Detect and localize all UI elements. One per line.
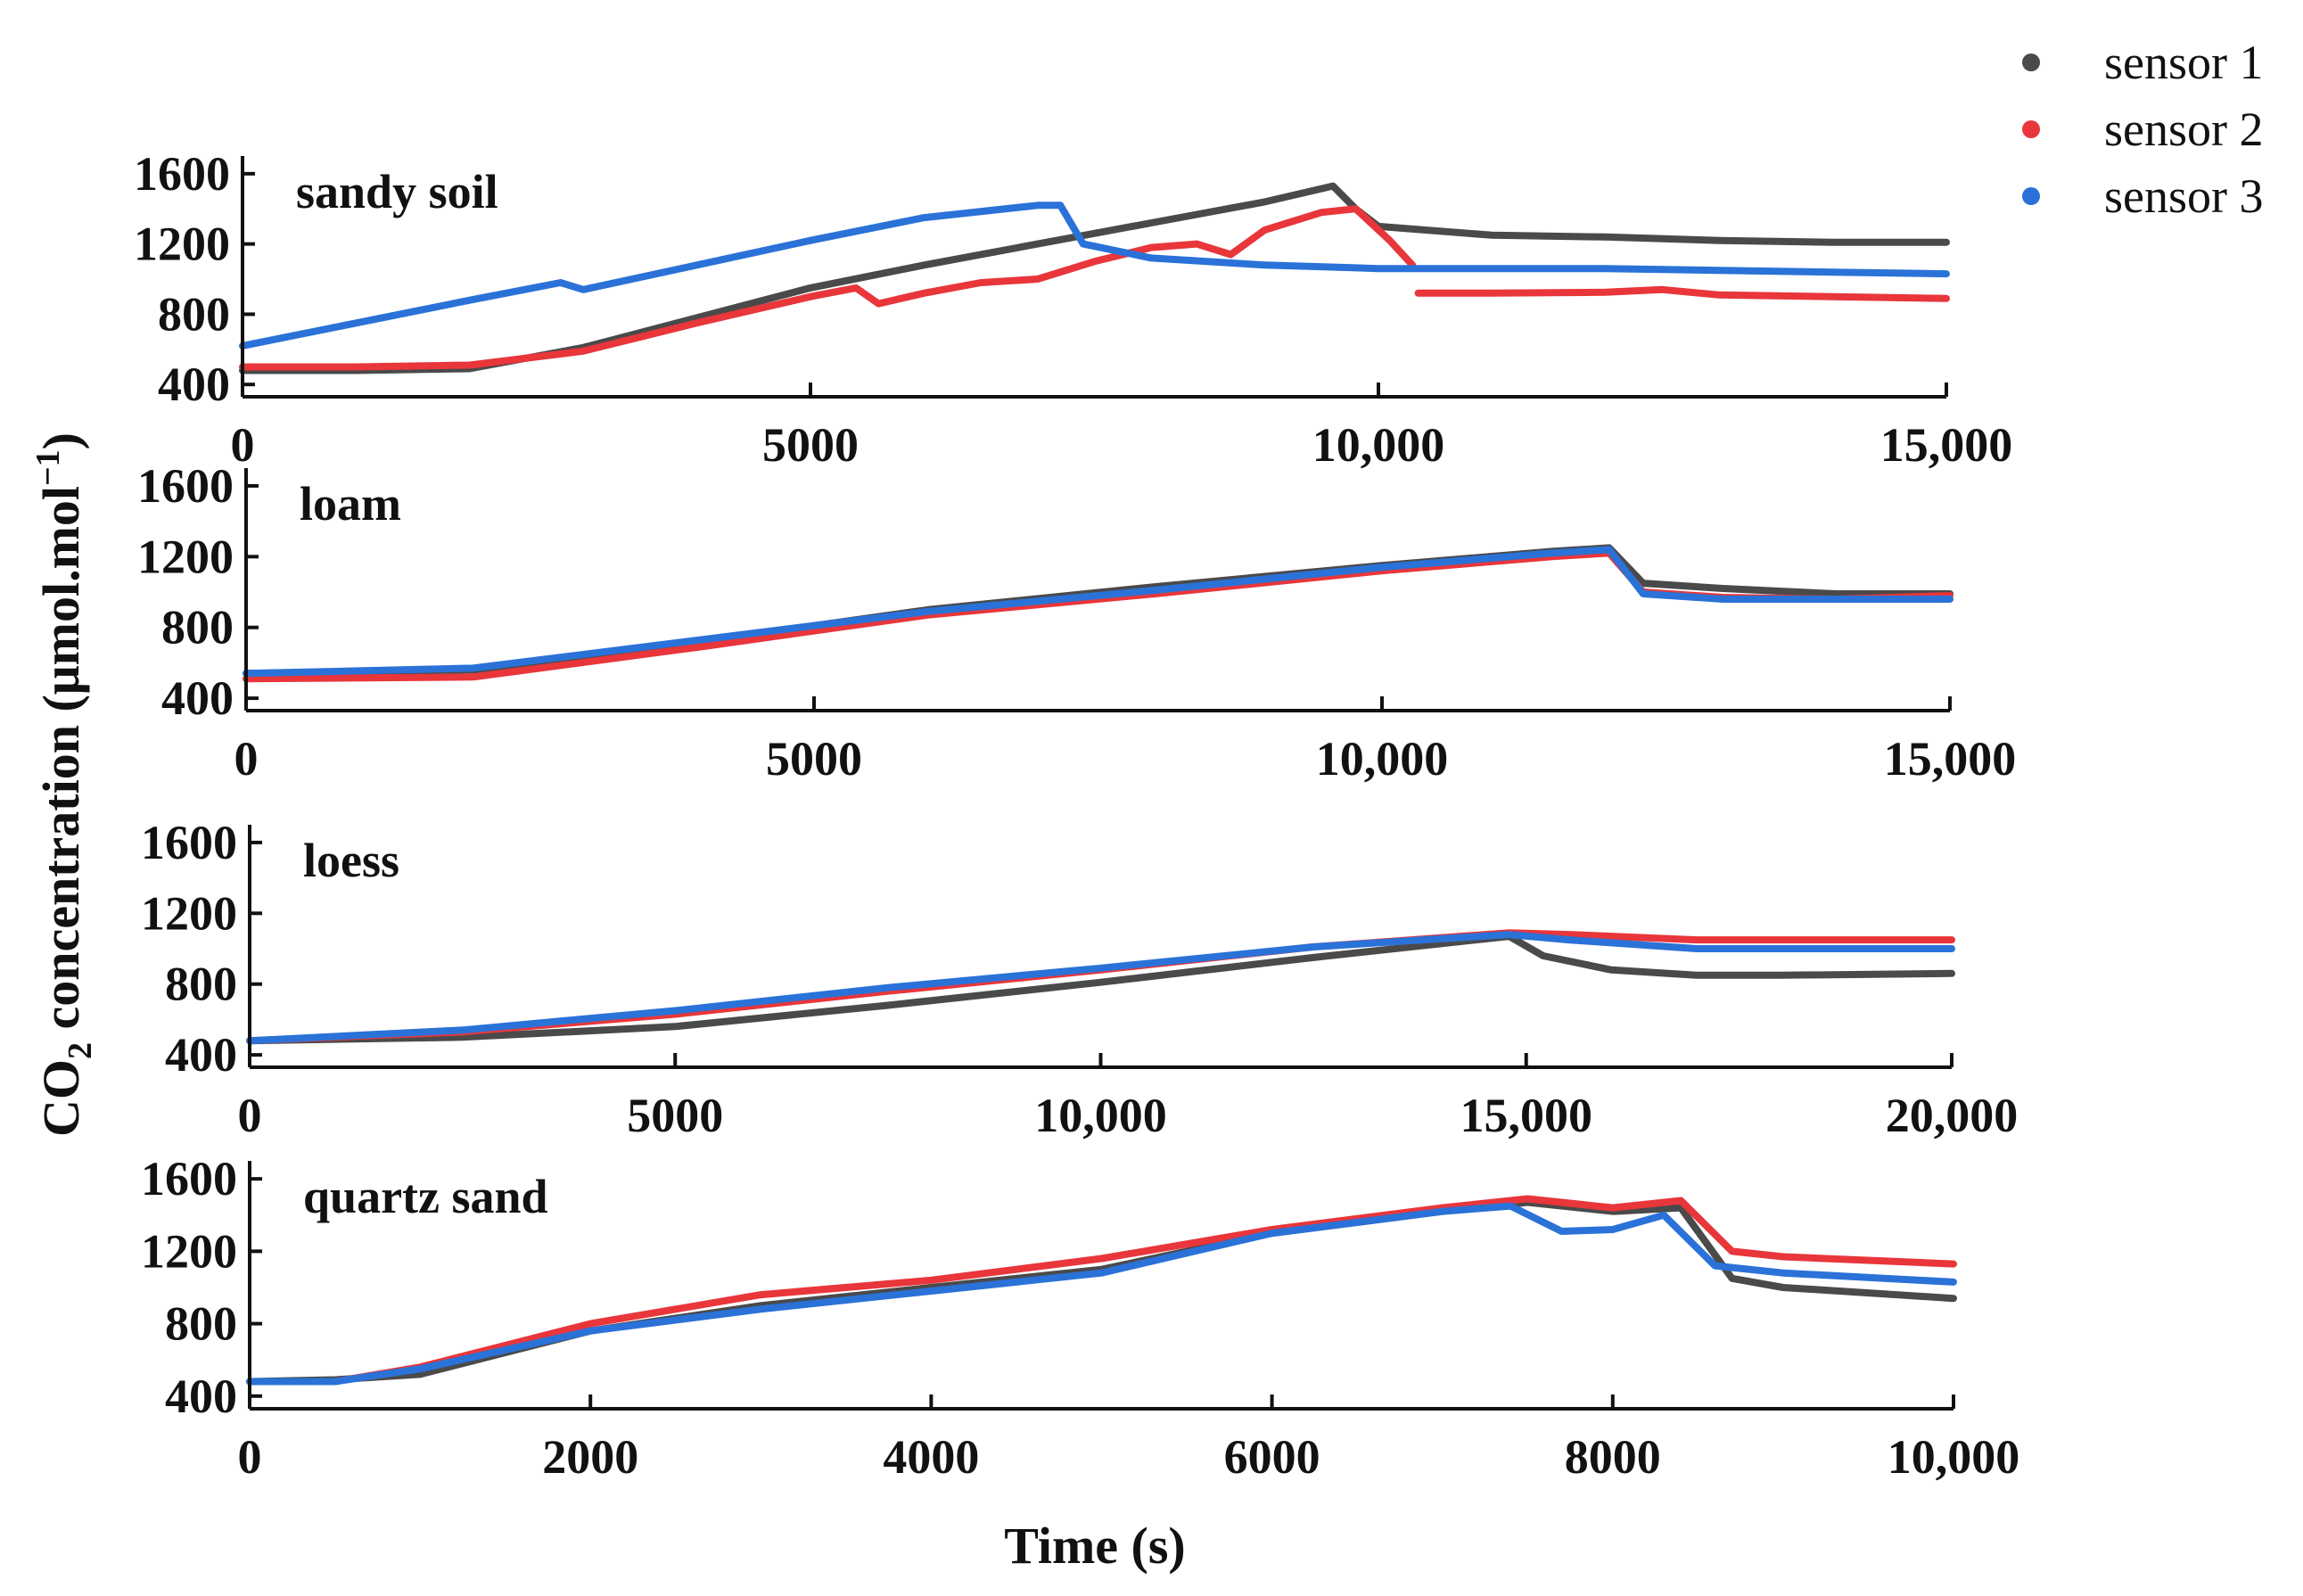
series-line-sensor-3-quartz-sand [246, 1202, 1957, 1386]
x-tick-label-loam-5000: 5000 [766, 732, 862, 786]
y-tick-label-sandy-soil-800: 800 [158, 287, 230, 341]
series-line-sensor-3-sandy-soil [239, 202, 1950, 350]
y-tick-label-sandy-soil-400: 400 [158, 358, 230, 411]
x-tick-label-loess-15000: 15,000 [1460, 1089, 1593, 1142]
y-tick-label-loam-400: 400 [161, 671, 234, 725]
series-line-sensor-3-loess [246, 931, 1955, 1045]
x-tick-label-sandy-soil-15000: 15,000 [1880, 418, 2013, 472]
panel-title-loess: loess [303, 834, 399, 887]
legend: sensor 1 sensor 2 sensor 3 [2022, 36, 2263, 223]
x-tick-label-quartz-sand-2000: 2000 [542, 1430, 638, 1484]
series-line-sensor-2-sandy-soil-seg2 [1414, 285, 1950, 302]
x-tick-label-quartz-sand-4000: 4000 [883, 1430, 979, 1484]
series-line-sensor-1-quartz-sand [246, 1198, 1957, 1386]
panel-title-quartz-sand: quartz sand [303, 1170, 548, 1223]
x-tick-label-sandy-soil-10000: 10,000 [1312, 418, 1445, 472]
x-tick-label-quartz-sand-6000: 6000 [1224, 1430, 1320, 1484]
x-tick-label-loess-5000: 5000 [627, 1089, 723, 1142]
legend-label-sensor-1: sensor 1 [2104, 36, 2263, 89]
x-tick-label-loess-0: 0 [238, 1089, 262, 1142]
y-tick-label-loess-1200: 1200 [141, 886, 237, 940]
legend-label-sensor-3: sensor 3 [2104, 169, 2263, 223]
legend-marker-sensor-2 [2022, 120, 2040, 138]
series-line-sensor-3-loam [243, 546, 1953, 678]
panel-title-loam: loam [300, 477, 401, 531]
series-line-sensor-2-sandy-soil-seg1 [239, 205, 1417, 371]
y-tick-label-loam-800: 800 [161, 601, 234, 654]
y-tick-label-loess-1600: 1600 [141, 816, 237, 869]
legend-marker-sensor-1 [2022, 53, 2040, 71]
x-tick-label-sandy-soil-5000: 5000 [762, 418, 859, 472]
y-tick-label-quartz-sand-1600: 1600 [141, 1152, 237, 1205]
y-tick-label-loam-1600: 1600 [137, 459, 234, 513]
series-line-sensor-1-loess [246, 933, 1955, 1045]
y-tick-label-loam-1200: 1200 [137, 530, 234, 583]
legend-label-sensor-2: sensor 2 [2104, 103, 2263, 156]
y-tick-label-quartz-sand-800: 800 [165, 1297, 237, 1351]
series-line-sensor-1-sandy-soil [239, 182, 1950, 374]
legend-marker-sensor-3 [2022, 187, 2040, 205]
y-tick-label-sandy-soil-1600: 1600 [134, 147, 230, 201]
x-axis-title: Time (s) [1004, 1517, 1186, 1575]
y-tick-label-loess-800: 800 [165, 958, 237, 1011]
x-tick-label-loam-10000: 10,000 [1316, 732, 1449, 786]
y-axis-title: CO2 concentration (μmol.mol−1) [29, 432, 99, 1137]
panel-quartz-sand: 400 800 1200 1600 0 2000 4000 6000 8000 10,000 qua… [141, 1152, 2019, 1484]
x-tick-label-loam-15000: 15,000 [1884, 732, 2017, 786]
panel-loam: 400 800 1200 1600 0 5000 10,000 15,000 loam [137, 459, 2016, 786]
x-tick-label-loam-0: 0 [234, 732, 259, 786]
x-tick-label-quartz-sand-8000: 8000 [1565, 1430, 1661, 1484]
y-axis-title-close: ) [32, 432, 90, 449]
panel-sandy-soil: 400 800 1200 1600 0 5000 10,000 15,000 sandy soi… [134, 147, 2012, 472]
series-line-sensor-1-loam [243, 544, 1953, 678]
x-tick-label-loess-10000: 10,000 [1034, 1089, 1167, 1142]
series-line-sensor-2-loam [243, 549, 1953, 683]
y-tick-label-quartz-sand-400: 400 [165, 1370, 237, 1423]
x-tick-label-loess-20000: 20,000 [1886, 1089, 2019, 1142]
panel-title-sandy-soil: sandy soil [296, 165, 498, 218]
y-axis-title-superscript: −1 [29, 449, 67, 486]
y-axis-title-main: CO [32, 1059, 90, 1137]
y-axis-title-rest: concentration (μmol.mol [32, 486, 90, 1042]
y-tick-label-loess-400: 400 [165, 1028, 237, 1082]
x-tick-label-sandy-soil-0: 0 [231, 418, 255, 472]
x-tick-label-quartz-sand-0: 0 [238, 1430, 262, 1484]
x-tick-label-quartz-sand-10000: 10,000 [1888, 1430, 2020, 1484]
y-tick-label-quartz-sand-1200: 1200 [141, 1224, 237, 1278]
y-tick-label-sandy-soil-1200: 1200 [134, 218, 230, 271]
panel-loess: 400 800 1200 1600 0 5000 10,000 15,000 20,000 loe… [141, 816, 2018, 1142]
y-axis-title-subscript: 2 [62, 1042, 99, 1059]
